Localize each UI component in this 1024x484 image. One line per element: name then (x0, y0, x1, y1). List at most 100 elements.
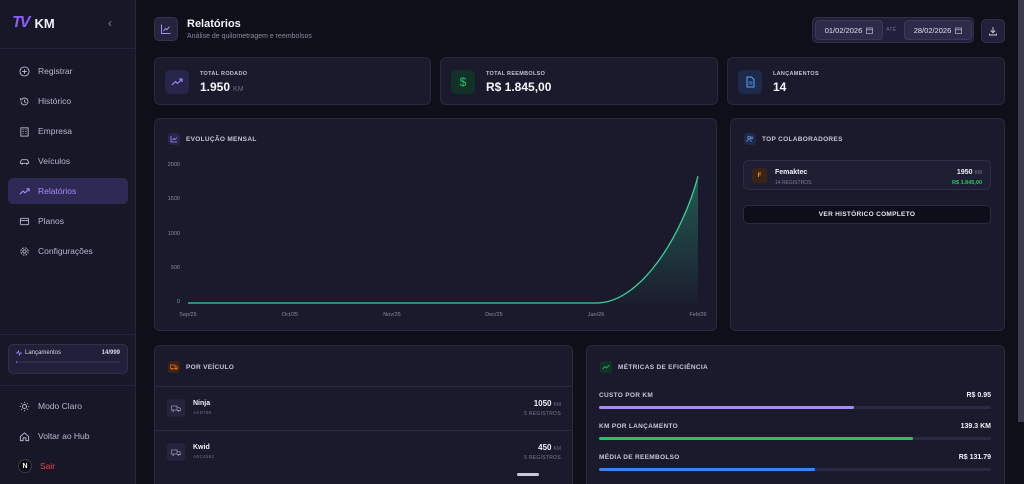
top-collaborators-card: TOP COLABORADORES F Femaktec 14 REGISTRO… (730, 118, 1005, 331)
divider (0, 334, 136, 335)
usage-value: 14/999 (101, 350, 120, 356)
download-button[interactable] (981, 19, 1005, 43)
sidebar-item-empresa[interactable]: Empresa (8, 118, 128, 144)
chart-icon (154, 17, 178, 41)
collaborator-km-unit: KM (974, 170, 983, 176)
sidebar-item-planos[interactable]: Planos (8, 208, 128, 234)
brand-logo: TV (12, 14, 31, 31)
avatar: F (752, 168, 767, 183)
collaborator-row[interactable]: F Femaktec 14 REGISTROS 1950 KM R$ 1.845,… (743, 160, 991, 190)
date-from-value: 01/02/2026 (824, 25, 863, 35)
sidebar-bottom: Modo Claro Voltar ao Hub N Sair (8, 393, 128, 483)
y-tick-label: 1500 (167, 196, 180, 203)
section-title: TOP COLABORADORES (762, 136, 843, 143)
avatar: N (18, 459, 32, 473)
vehicle-plate: ABC4562 (193, 454, 215, 459)
scroll-handle[interactable] (517, 473, 539, 476)
sidebar-item-label: Relatórios (38, 186, 77, 196)
logout-button[interactable]: N Sair (8, 453, 128, 479)
stat-card-total-reembolso: $ TOTAL REEMBOLSO R$ 1.845,00 (440, 57, 718, 105)
metric-label: CUSTO POR KM (599, 392, 654, 399)
theme-toggle-button[interactable]: Modo Claro (8, 393, 128, 419)
sidebar-item-relatorios[interactable]: Relatórios (8, 178, 128, 204)
sun-icon (18, 400, 30, 412)
vehicle-row[interactable]: Ninja ASD789 1050 KM 5 REGISTROS (155, 386, 572, 429)
sidebar-item-historico[interactable]: Histórico (8, 88, 128, 114)
y-tick-label: 0 (176, 299, 180, 305)
stat-label: LANÇAMENTOS (773, 71, 819, 77)
sidebar-item-label: Modo Claro (38, 401, 82, 411)
metric-fill (599, 437, 913, 440)
metric-fill (599, 406, 854, 409)
stat-card-lancamentos: LANÇAMENTOS 14 (727, 57, 1005, 105)
sidebar-item-veiculos[interactable]: Veículos (8, 148, 128, 174)
chart (187, 176, 699, 304)
chart-title: EVOLUÇÃO MENSAL (186, 136, 257, 143)
date-separator: ATÉ (886, 27, 897, 33)
vehicle-name: Kwid (193, 444, 210, 451)
usage-bar (16, 361, 120, 363)
metric-value: 139.3 KM (960, 423, 991, 430)
sidebar-item-registrar[interactable]: Registrar (8, 58, 128, 84)
vehicle-registros: 5 REGISTROS (524, 411, 561, 417)
x-tick-label: Jan/26 (587, 312, 605, 318)
vehicle-km-unit: KM (553, 402, 562, 408)
page-scrollbar[interactable] (1018, 0, 1024, 422)
divider (0, 48, 136, 49)
y-tick-label: 2000 (167, 162, 180, 168)
date-range: 01/02/2026 ATÉ 28/02/2026 (812, 17, 974, 43)
full-history-button[interactable]: VER HISTÓRICO COMPLETO (743, 205, 991, 224)
vehicle-km-value: 450 (538, 443, 552, 452)
y-tick-label: 1000 (167, 230, 180, 237)
back-to-hub-button[interactable]: Voltar ao Hub (8, 423, 128, 449)
date-to-input[interactable]: 28/02/2026 (904, 20, 972, 40)
x-tick-label: Oct/25 (281, 312, 299, 318)
brand[interactable]: TV KM (12, 14, 55, 32)
date-to-value: 28/02/2026 (913, 25, 952, 35)
series-line (188, 176, 699, 304)
calendar-icon (955, 27, 963, 34)
trending-up-icon (18, 185, 30, 197)
y-tick-label: 500 (170, 264, 180, 271)
vehicles-card: POR VEÍCULO Ninja ASD789 1050 KM 5 REGIST… (154, 345, 573, 484)
users-icon (744, 133, 756, 145)
dollar-icon: $ (451, 70, 475, 94)
divider (0, 385, 136, 386)
activity-icon (16, 350, 22, 356)
vehicle-km: 1050 KM (534, 399, 561, 408)
main-content: Relatórios Análise de quilometragem e re… (137, 0, 1024, 484)
metric-bar (599, 406, 991, 409)
vehicle-km-unit: KM (553, 446, 562, 452)
x-tick-label: Sep/25 (179, 312, 197, 318)
x-tick-label: Nov/25 (383, 312, 401, 318)
sidebar: TV KM ‹ Registrar Histórico Empresa Veíc… (0, 0, 136, 484)
section-title: MÉTRICAS DE EFICIÊNCIA (618, 364, 709, 371)
credit-card-icon (18, 215, 30, 227)
download-icon (989, 27, 997, 36)
metric-bar (599, 468, 991, 471)
chevron-left-icon[interactable]: ‹ (108, 16, 112, 30)
plus-circle-icon (18, 65, 30, 77)
stat-value: R$ 1.845,00 (486, 80, 552, 94)
trending-up-icon (165, 70, 189, 94)
vehicle-row[interactable]: Kwid ABC4562 450 KM 5 REGISTROS (155, 430, 572, 473)
date-from-input[interactable]: 01/02/2026 (815, 20, 883, 40)
usage-fill (16, 361, 18, 363)
metric-bar (599, 437, 991, 440)
chart-icon (168, 133, 180, 145)
sidebar-item-label: Histórico (38, 96, 72, 106)
gear-icon (18, 245, 30, 257)
metric-value: R$ 0.95 (966, 392, 991, 399)
history-icon (18, 95, 30, 107)
calendar-icon (866, 27, 874, 34)
series-area (188, 176, 698, 303)
metric-label: KM POR LANÇAMENTO (599, 423, 679, 430)
stat-unit: KM (233, 86, 244, 93)
sidebar-item-configuracoes[interactable]: Configurações (8, 238, 128, 264)
sidebar-item-label: Voltar ao Hub (38, 431, 90, 441)
stat-value: 14 (773, 80, 787, 94)
document-icon (738, 70, 762, 94)
sidebar-item-label: Registrar (38, 66, 73, 76)
metric-fill (599, 468, 815, 471)
sidebar-item-label: Empresa (38, 126, 73, 136)
